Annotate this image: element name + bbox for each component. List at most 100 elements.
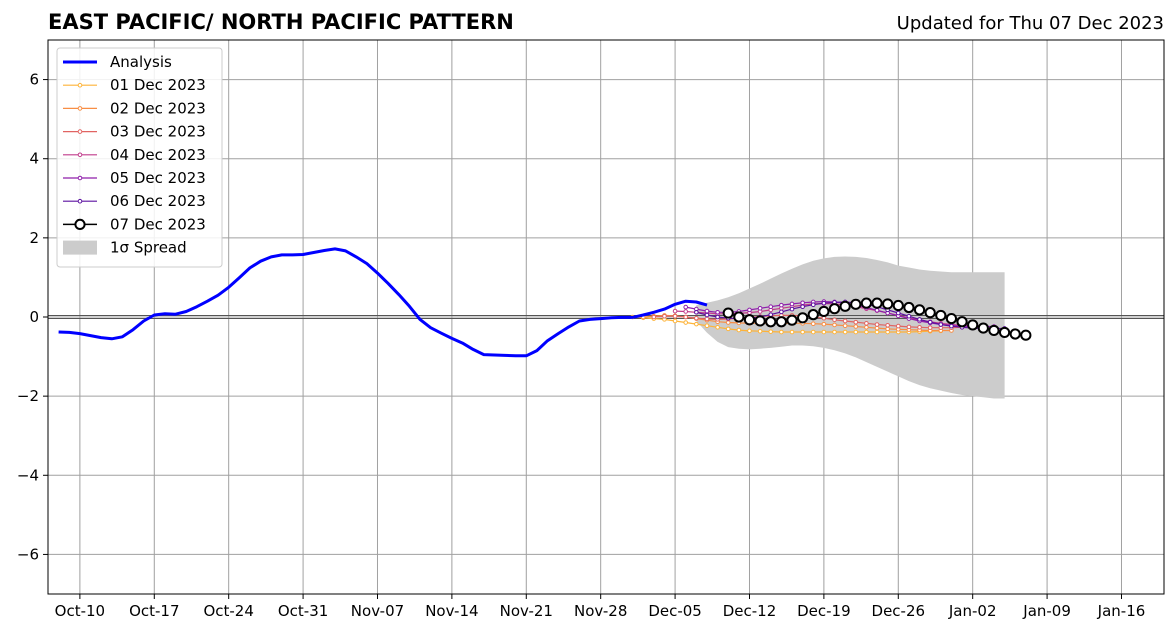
data-point [683, 304, 689, 310]
data-point [765, 316, 777, 328]
legend-series: 05 Dec 2023 [63, 169, 206, 187]
data-point [935, 309, 947, 322]
data-point [704, 312, 710, 318]
x-tick-label: Nov-07 [351, 602, 404, 620]
data-point [747, 307, 752, 313]
chart-subtitle: Updated for Thu 07 Dec 2023 [897, 13, 1164, 34]
data-point [789, 306, 795, 312]
chart-title: EAST PACIFIC/ NORTH PACIFIC PATTERN [48, 10, 514, 34]
legend-spread: 1σ Spread [63, 239, 187, 257]
data-point [789, 301, 795, 307]
data-point [988, 324, 1000, 337]
legend-series: 03 Dec 2023 [63, 123, 206, 141]
data-point [938, 322, 944, 327]
legend-label: 05 Dec 2023 [110, 169, 206, 187]
x-tick-label: Nov-21 [500, 602, 553, 620]
spread-area [696, 256, 1005, 399]
legend-series: 02 Dec 2023 [63, 99, 206, 117]
data-point [892, 299, 904, 312]
y-tick-label: −6 [17, 545, 39, 563]
legend-series: 01 Dec 2023 [63, 76, 206, 94]
legend-label: 07 Dec 2023 [110, 215, 206, 233]
data-point [757, 305, 763, 311]
y-axis-ticks: −6 −4 −2 0 2 4 6 [17, 71, 48, 563]
x-tick-label: Nov-14 [425, 602, 478, 620]
legend-marker [77, 152, 83, 158]
x-tick-label: Dec-26 [872, 602, 926, 620]
data-point [832, 329, 837, 335]
x-tick-label: Jan-09 [1022, 602, 1071, 620]
y-tick-label: 6 [29, 71, 39, 89]
data-point [715, 324, 720, 330]
data-point [885, 326, 890, 332]
x-tick-label: Dec-05 [648, 602, 702, 620]
data-point [853, 324, 859, 329]
data-point [672, 308, 678, 314]
data-point [754, 315, 766, 327]
data-point [917, 317, 922, 322]
data-point [850, 298, 862, 310]
data-point [672, 318, 678, 324]
data-point [725, 326, 731, 332]
analysis-series [58, 247, 708, 358]
data-point [807, 309, 819, 321]
data-point [917, 324, 922, 330]
x-tick-label: Jan-02 [948, 602, 997, 620]
legend-marker [77, 198, 83, 204]
data-point [832, 322, 837, 328]
y-tick-label: 0 [29, 308, 39, 326]
data-point [949, 323, 954, 329]
analysis-line [58, 247, 708, 358]
data-point [786, 314, 798, 326]
data-point [864, 321, 869, 326]
legend-marker [77, 82, 83, 88]
x-axis-ticks: Oct-10 Oct-17 Oct-24 Oct-31 Nov-07 Nov-14 Nov-… [55, 594, 1146, 620]
data-point [683, 309, 689, 314]
legend-series: 04 Dec 2023 [63, 146, 206, 164]
data-point [998, 326, 1011, 339]
data-point [945, 312, 958, 325]
data-point [885, 323, 890, 328]
data-point [779, 329, 784, 335]
x-tick-label: Nov-28 [574, 602, 627, 620]
data-point [768, 329, 774, 334]
data-point [853, 319, 859, 325]
legend-marker [74, 218, 86, 230]
data-point [694, 321, 699, 327]
data-point [704, 308, 710, 314]
data-point [747, 328, 752, 334]
series-07-dec-2023 [722, 297, 1032, 341]
legend-marker [77, 175, 83, 181]
legend-label: 04 Dec 2023 [110, 146, 206, 164]
data-point [662, 313, 667, 319]
x-tick-label: Oct-10 [55, 602, 105, 620]
data-point [800, 329, 805, 335]
data-point [864, 329, 869, 335]
data-point [874, 322, 880, 327]
data-point [832, 317, 837, 323]
x-tick-label: Dec-12 [723, 602, 777, 620]
data-point [818, 305, 830, 318]
x-tick-label: Jan-16 [1097, 602, 1146, 620]
legend-series: 07 Dec 2023 [63, 215, 206, 233]
data-point [853, 329, 859, 335]
data-point [779, 309, 784, 315]
data-point [810, 302, 816, 308]
data-point [927, 319, 933, 325]
data-point [704, 316, 710, 322]
data-point [842, 323, 848, 329]
y-tick-label: −4 [17, 466, 39, 484]
data-point [977, 322, 989, 334]
y-tick-label: 4 [29, 150, 39, 168]
legend-label: 1σ Spread [110, 239, 187, 257]
data-point [874, 307, 880, 313]
data-point [800, 304, 805, 310]
data-point [757, 328, 763, 334]
data-point [895, 310, 901, 316]
legend-label: 02 Dec 2023 [110, 99, 206, 117]
forecast-series [630, 297, 1032, 341]
data-point [864, 324, 869, 330]
data-point [871, 297, 883, 309]
data-point [839, 300, 851, 312]
